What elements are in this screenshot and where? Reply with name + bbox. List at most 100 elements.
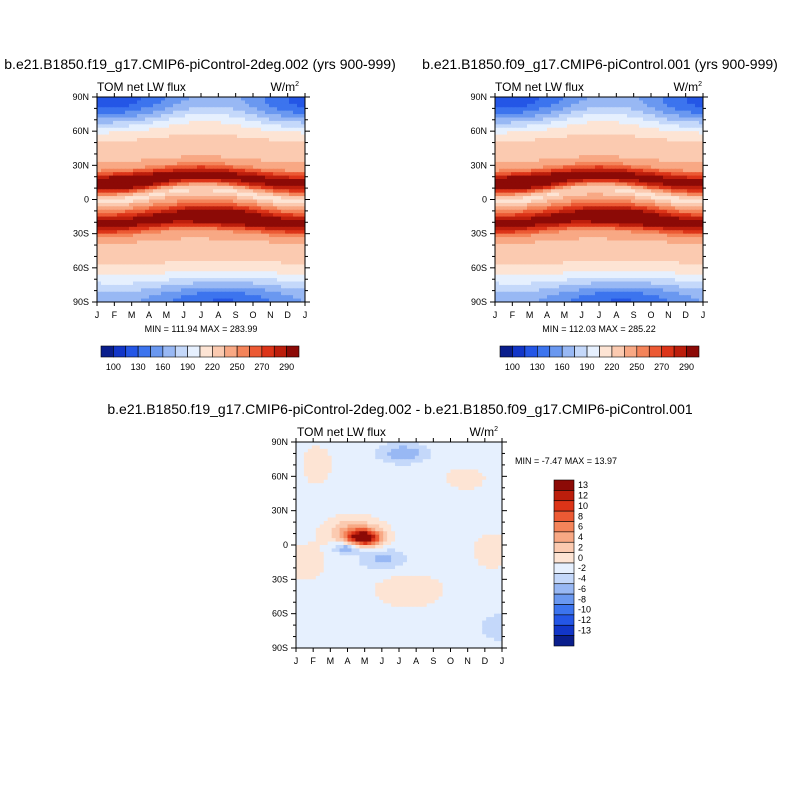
x-tick-label: M: [561, 310, 569, 320]
panel-1: b.e21.B1850.f19_g17.CMIP6-piControl-2deg…: [4, 56, 395, 372]
colorbar-label: 250: [230, 362, 245, 372]
colorbar-swatch: [624, 345, 638, 358]
colorbar-label: -8: [578, 594, 586, 604]
colorbar-swatch: [212, 345, 226, 358]
panel-3-units: W/m2: [469, 425, 498, 439]
colorbar-swatch: [553, 604, 575, 616]
colorbar-label: 190: [180, 362, 195, 372]
panel-2-contour-field: [495, 97, 703, 302]
x-tick-label: N: [665, 310, 672, 320]
x-tick-label: S: [233, 310, 239, 320]
colorbar-label: 2: [578, 542, 583, 552]
x-tick-label: J: [294, 656, 299, 666]
colorbar-label: -10: [578, 605, 591, 615]
panel-2-colorbar: 100 130 160 190 220 250 270 290: [499, 345, 700, 372]
colorbar-swatch: [553, 583, 575, 595]
y-tick-label: 30S: [471, 229, 487, 239]
y-tick-label: 60S: [272, 609, 288, 619]
colorbar-swatch: [236, 345, 250, 358]
x-tick-label: F: [310, 656, 316, 666]
colorbar-label: 4: [578, 532, 583, 542]
colorbar-label: 130: [530, 362, 545, 372]
x-tick-label: A: [544, 310, 550, 320]
panel-1-variable-label: TOM net LW flux: [97, 80, 186, 94]
colorbar-swatch: [561, 345, 575, 358]
x-tick-label: F: [510, 310, 516, 320]
x-tick-label: J: [397, 656, 402, 666]
panel-2-stats: MIN = 112.03 MAX = 285.22: [542, 324, 655, 334]
colorbar-label: 100: [106, 362, 121, 372]
colorbar-label: 13: [578, 480, 588, 490]
colorbar-swatch: [249, 345, 263, 358]
colorbar-swatch: [224, 345, 238, 358]
colorbar-label: -6: [578, 584, 586, 594]
colorbar-label: 100: [505, 362, 520, 372]
y-tick-label: 30N: [470, 160, 487, 170]
x-tick-label: M: [526, 310, 534, 320]
colorbar-label: 220: [205, 362, 220, 372]
colorbar-swatch: [512, 345, 526, 358]
panel-2: b.e21.B1850.f09_g17.CMIP6-piControl.001 …: [422, 56, 778, 372]
colorbar-swatch: [553, 635, 575, 647]
y-tick-label: 90N: [72, 92, 89, 102]
colorbar-label: -13: [578, 625, 591, 635]
panel-3-title: b.e21.B1850.f19_g17.CMIP6-piControl-2deg…: [107, 401, 692, 417]
colorbar-label: 0: [578, 553, 583, 563]
panel-3: b.e21.B1850.f19_g17.CMIP6-piControl-2deg…: [107, 401, 692, 666]
panel-1-title: b.e21.B1850.f19_g17.CMIP6-piControl-2deg…: [4, 56, 395, 72]
y-tick-label: 30N: [271, 506, 288, 516]
colorbar-label: -2: [578, 563, 586, 573]
colorbar-label: -4: [578, 574, 586, 584]
colorbar-swatch: [125, 345, 139, 358]
panel-1-stats: MIN = 111.94 MAX = 283.99: [145, 324, 258, 334]
x-tick-label: O: [647, 310, 654, 320]
colorbar-label: 12: [578, 491, 588, 501]
y-tick-label: 30S: [73, 229, 89, 239]
colorbar-label: 190: [580, 362, 595, 372]
x-tick-label: M: [327, 656, 335, 666]
x-tick-label: O: [249, 310, 256, 320]
x-tick-label: D: [482, 656, 489, 666]
y-tick-label: 60N: [72, 126, 89, 136]
colorbar-swatch: [686, 345, 700, 358]
y-tick-label: 60N: [271, 471, 288, 481]
colorbar-label: 270: [254, 362, 269, 372]
colorbar-swatch: [137, 345, 151, 358]
colorbar-label: 130: [131, 362, 146, 372]
y-tick-label: 90N: [271, 437, 288, 447]
colorbar-swatch: [586, 345, 600, 358]
colorbar-swatch: [499, 345, 513, 358]
colorbar-label: -12: [578, 615, 591, 625]
colorbar-swatch: [553, 562, 575, 574]
x-tick-label: D: [284, 310, 291, 320]
x-tick-label: S: [430, 656, 436, 666]
panel-3-variable-label: TOM net LW flux: [297, 425, 386, 439]
colorbar-swatch: [150, 345, 164, 358]
colorbar-swatch: [661, 345, 675, 358]
panel-3-contour-field: [296, 442, 502, 648]
colorbar-label: 220: [604, 362, 619, 372]
colorbar-swatch: [553, 479, 575, 491]
colorbar-swatch: [113, 345, 127, 358]
colorbar-swatch: [553, 490, 575, 502]
colorbar-swatch: [199, 345, 213, 358]
colorbar-swatch: [673, 345, 687, 358]
y-tick-label: 90S: [272, 643, 288, 653]
colorbar-label: 160: [555, 362, 570, 372]
colorbar-swatch: [553, 593, 575, 605]
colorbar-swatch: [553, 552, 575, 564]
panel-2-title: b.e21.B1850.f09_g17.CMIP6-piControl.001 …: [422, 56, 778, 72]
colorbar-swatch: [100, 345, 114, 358]
colorbar-label: 290: [279, 362, 294, 372]
x-tick-label: O: [447, 656, 454, 666]
y-tick-label: 30N: [72, 160, 89, 170]
y-tick-label: 0: [482, 195, 487, 205]
colorbar-swatch: [599, 345, 613, 358]
colorbar-swatch: [261, 345, 275, 358]
y-tick-label: 30S: [272, 574, 288, 584]
colorbar-swatch: [187, 345, 201, 358]
panel-1-contour-field: [97, 97, 305, 302]
x-tick-label: A: [146, 310, 152, 320]
